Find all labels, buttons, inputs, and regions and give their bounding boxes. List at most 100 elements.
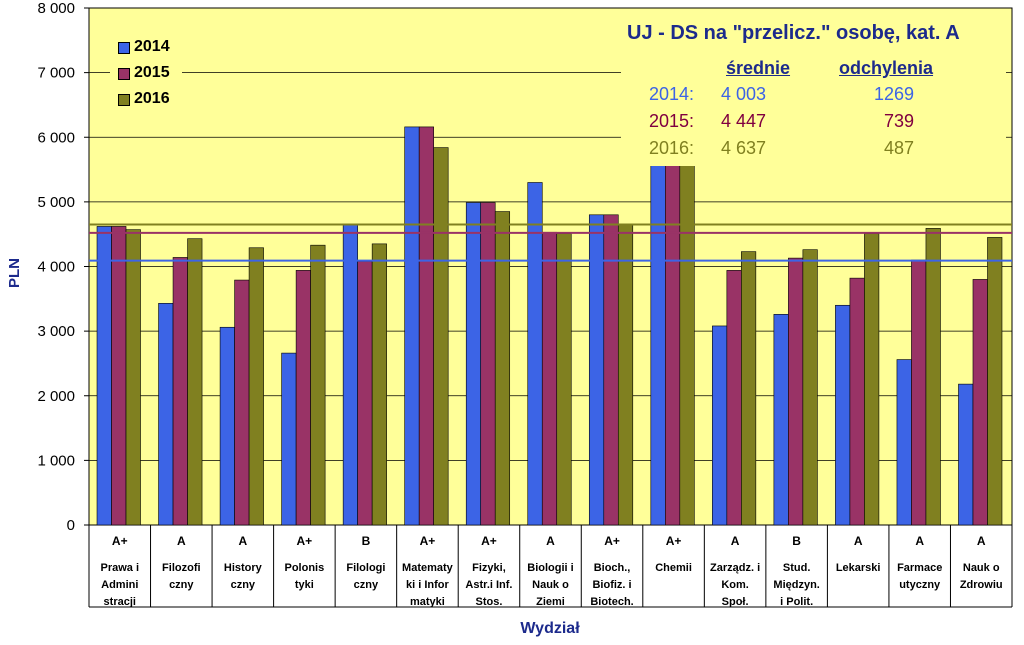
category-name-label: Polonis: [284, 562, 324, 574]
bar-2014: [404, 126, 420, 526]
y-tick-label: 8 000: [37, 0, 75, 17]
category-name-label: Admini: [101, 579, 138, 591]
category-name-label: Stud.: [783, 562, 811, 574]
bar-2015: [788, 257, 804, 526]
category-rating-label: A: [915, 534, 924, 548]
category-rating-label: A+: [420, 534, 436, 548]
category-rating-label: A+: [481, 534, 497, 548]
bar-2015: [665, 143, 681, 526]
bar-2016: [987, 237, 1003, 526]
category-rating-label: A: [731, 534, 740, 548]
bar-2016: [802, 249, 818, 526]
bar-2014: [96, 226, 112, 526]
category-name-label: Ziemi: [536, 596, 565, 608]
legend-label: 2015: [134, 64, 170, 81]
category-name-label: czny: [354, 579, 379, 591]
bar-2014: [896, 359, 912, 526]
bar-2016: [187, 238, 203, 526]
stats-deviation: 487: [884, 138, 915, 158]
bar-2015: [172, 257, 188, 526]
bar-2016: [556, 233, 572, 526]
bar-2016: [371, 243, 387, 526]
stats-year: 2015:: [649, 111, 695, 131]
category-name-label: Międzyn.: [773, 579, 819, 591]
legend-label: 2014: [134, 38, 170, 55]
bar-2015: [111, 226, 127, 526]
category-name-label: matyki: [410, 596, 445, 608]
stats-deviation: 1269: [874, 84, 915, 104]
bar-2016: [925, 228, 941, 526]
category-name-label: Filozofi: [162, 562, 201, 574]
bar-2014: [773, 314, 789, 526]
category-rating-label: A: [238, 534, 247, 548]
bar-2015: [357, 261, 373, 526]
y-tick-label: 5 000: [37, 194, 75, 211]
y-tick-label: 1 000: [37, 452, 75, 469]
header-mean: średnie: [726, 58, 791, 78]
category-rating-label: A: [177, 534, 186, 548]
category-name-label: Nauk o: [532, 579, 569, 591]
bar-2014: [219, 326, 235, 526]
category-name-label: Zarządz. i: [710, 562, 760, 574]
category-name-label: Biofiz. i: [592, 579, 631, 591]
bar-2015: [295, 270, 311, 526]
bar-2014: [958, 383, 974, 526]
header-deviation: odchylenia: [839, 58, 934, 78]
category-rating-label: A+: [604, 534, 620, 548]
category-name-label: tyki: [295, 579, 314, 591]
legend-label: 2016: [134, 90, 170, 107]
bar-2014: [835, 304, 851, 526]
category-rating-label: B: [792, 534, 801, 548]
stats-mean: 4 003: [721, 84, 767, 104]
category-rating-label: B: [362, 534, 371, 548]
stats-mean: 4 447: [721, 111, 767, 131]
category-name-label: Matematy: [402, 562, 454, 574]
category-name-label: Kom.: [721, 579, 749, 591]
bar-2015: [234, 279, 250, 526]
y-tick-label: 2 000: [37, 388, 75, 405]
bar-2016: [310, 244, 326, 526]
category-name-label: Astr.i Inf.: [465, 579, 512, 591]
legend: 2014 2015 2016: [110, 33, 182, 115]
bar-2016: [741, 251, 757, 526]
category-name-label: Biotech.: [590, 596, 633, 608]
bar-2016: [125, 229, 141, 526]
y-tick-label: 0: [67, 517, 75, 534]
category-name-label: Społ.: [722, 596, 749, 608]
bar-2015: [972, 279, 988, 526]
category-rating-label: A: [854, 534, 863, 548]
bar-2015: [480, 202, 496, 526]
category-name-label: ki i Infor: [406, 579, 450, 591]
category-name-label: Bioch.,: [594, 562, 631, 574]
stats-mean: 4 637: [721, 138, 767, 158]
category-rating-label: A+: [297, 534, 313, 548]
category-name-label: Farmace: [897, 562, 942, 574]
category-name-label: Stos.: [476, 596, 503, 608]
bar-2016: [617, 223, 634, 526]
x-axis-title: Wydział: [520, 620, 580, 637]
category-name-label: czny: [169, 579, 194, 591]
category-name-label: stracji: [104, 596, 136, 608]
bar-2016: [494, 211, 511, 526]
bar-2015: [418, 126, 434, 526]
y-tick-label: 7 000: [37, 65, 75, 82]
y-tick-label: 4 000: [37, 259, 75, 276]
bar-2014: [158, 303, 174, 526]
category-name-label: Prawa i: [101, 562, 140, 574]
bar-2015: [726, 270, 742, 526]
category-name-label: Lekarski: [836, 562, 881, 574]
category-name-label: i Polit.: [780, 596, 813, 608]
y-tick-label: 6 000: [37, 129, 75, 146]
legend-swatch: [118, 68, 130, 80]
category-name-label: Filologi: [346, 562, 385, 574]
category-name-label: utyczny: [899, 579, 941, 591]
category-name-label: Fizyki,: [472, 562, 506, 574]
category-rating-label: A+: [112, 534, 128, 548]
bar-2016: [679, 157, 695, 526]
bar-2014: [465, 202, 482, 526]
bar-2014: [712, 325, 728, 526]
category-name-label: czny: [231, 579, 256, 591]
legend-swatch: [118, 42, 130, 54]
bar-2015: [849, 277, 865, 526]
category-name-label: Chemii: [655, 562, 692, 574]
